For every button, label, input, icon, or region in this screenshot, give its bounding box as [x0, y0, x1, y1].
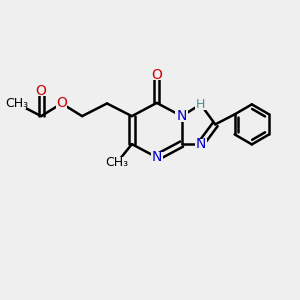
- Text: O: O: [151, 68, 162, 82]
- Text: N: N: [196, 137, 206, 151]
- FancyBboxPatch shape: [176, 110, 188, 122]
- Text: H: H: [196, 98, 205, 111]
- Text: N: N: [176, 109, 187, 123]
- Text: CH₃: CH₃: [106, 156, 129, 169]
- FancyBboxPatch shape: [151, 70, 162, 80]
- FancyBboxPatch shape: [194, 99, 207, 110]
- FancyBboxPatch shape: [56, 98, 67, 109]
- FancyBboxPatch shape: [8, 98, 26, 109]
- Text: N: N: [152, 150, 162, 164]
- Text: CH₃: CH₃: [5, 97, 28, 110]
- Text: O: O: [56, 97, 67, 110]
- FancyBboxPatch shape: [108, 157, 127, 168]
- FancyBboxPatch shape: [151, 152, 163, 163]
- Text: O: O: [36, 84, 46, 98]
- FancyBboxPatch shape: [194, 139, 207, 150]
- FancyBboxPatch shape: [36, 86, 47, 96]
